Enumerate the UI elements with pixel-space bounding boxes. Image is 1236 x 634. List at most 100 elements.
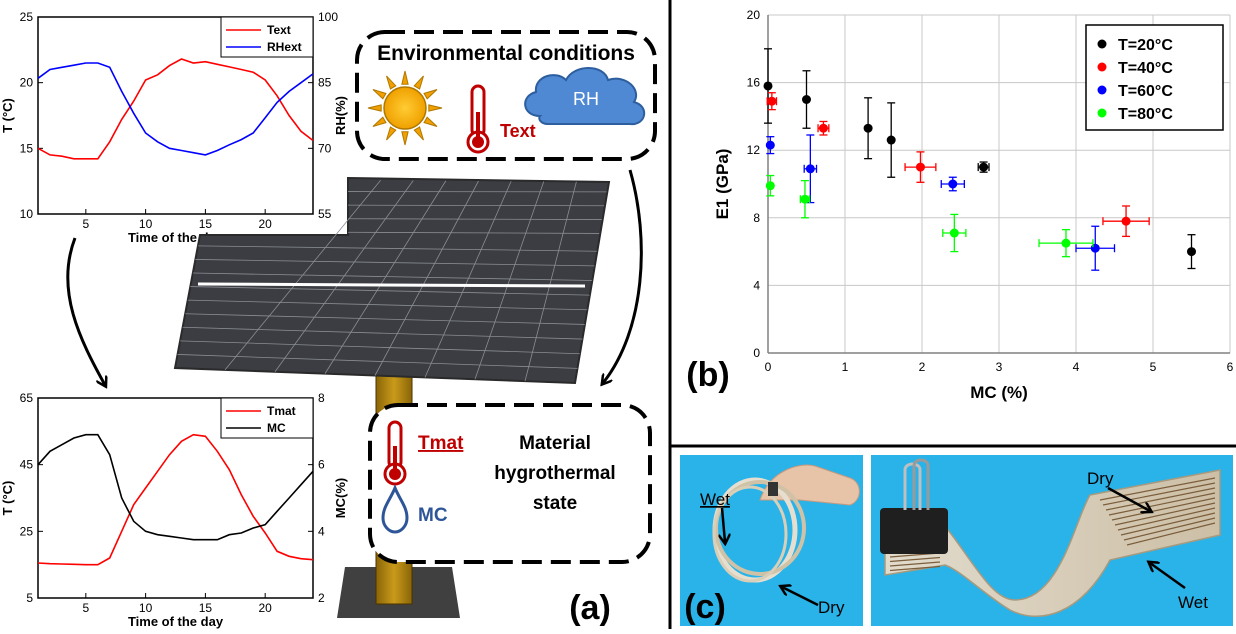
scatter-ytick-label: 12 (747, 143, 761, 157)
chart2-series-tmat (38, 435, 313, 565)
scatter-xtick-label: 6 (1227, 360, 1234, 374)
scatter-point (864, 124, 873, 133)
chart2-xtick-label: 5 (82, 601, 89, 615)
scatter-legend-label: T=80°C (1118, 106, 1173, 123)
chart1-xtick-label: 20 (258, 217, 272, 231)
chart2-ytick-label: 45 (20, 458, 34, 472)
scatter-point (800, 195, 809, 204)
chart1-ytick-label: 15 (20, 141, 34, 155)
thermometer-tmat-icon (385, 422, 405, 484)
scatter-xtick-label: 3 (996, 360, 1003, 374)
chart2-y2tick-label: 4 (318, 524, 325, 538)
scatter-point (1061, 239, 1070, 248)
chart2-y2tick-label: 8 (318, 391, 325, 405)
scatter-xtick-label: 0 (765, 360, 772, 374)
chart1-xtick-label: 5 (82, 217, 89, 231)
chart1-ytick-label: 25 (20, 10, 34, 24)
scatter-point (819, 124, 828, 133)
scatter-point (766, 181, 775, 190)
chart2-xlabel: Time of the day (128, 614, 224, 629)
scatter-point (802, 95, 811, 104)
material-line1: Material (519, 433, 591, 454)
photo1-dry-label: Dry (818, 598, 845, 617)
chart2-ytick-label: 5 (26, 591, 33, 605)
scatter-legend-marker (1098, 63, 1107, 72)
scatter-point (887, 136, 896, 145)
material-line2: hygrothermal (494, 463, 615, 484)
env-text-label: Text (500, 121, 536, 141)
scatter-ytick-label: 8 (753, 211, 760, 225)
arrow-left-curve (68, 238, 105, 385)
scatter-ytick-label: 16 (747, 76, 761, 90)
chart1-xtick-label: 10 (139, 217, 153, 231)
chart1-ytick-label: 20 (20, 76, 34, 90)
scatter-xtick-label: 5 (1150, 360, 1157, 374)
chart1-ylabel: T (°C) (0, 98, 15, 133)
scatter-xtick-label: 4 (1073, 360, 1080, 374)
scatter-point (1122, 217, 1131, 226)
scatter-xtick-label: 1 (842, 360, 849, 374)
panel-b-label: (b) (686, 356, 729, 394)
scatter-legend-marker (1098, 40, 1107, 49)
scatter-xtick-label: 2 (919, 360, 926, 374)
scatter-ytick-label: 4 (753, 278, 760, 292)
mc-label: MC (418, 505, 448, 526)
photo2-wet-label: Wet (1178, 593, 1208, 612)
chart1-legend-label: Text (267, 23, 291, 37)
chart2-y2label: MC(%) (333, 478, 348, 518)
scatter-point (767, 97, 776, 106)
chart1-y2tick-label: 100 (318, 10, 338, 24)
scatter-point (764, 81, 773, 90)
scatter-point (948, 180, 957, 189)
arrow-right-curve (603, 170, 641, 383)
panel-a-label: (a) (569, 589, 611, 627)
scatter-ylabel: E1 (GPa) (713, 149, 732, 220)
chart2-ytick-label: 25 (20, 524, 34, 538)
scatter-point (979, 163, 988, 172)
scatter-point (1091, 244, 1100, 253)
scatter-legend-marker (1098, 86, 1107, 95)
scatter-legend-label: T=20°C (1118, 37, 1173, 54)
scatter-ytick-label: 0 (753, 346, 760, 360)
solar-panel (175, 178, 609, 383)
chart2-series-mc (38, 435, 313, 540)
chart-tmat-mc: 5 10 15 20 5 25 45 65 2 4 6 8 Time of the day T (°C) M… (0, 391, 348, 629)
chart2-ylabel: T (°C) (0, 481, 15, 516)
scatter-point (766, 141, 775, 150)
chart2-legend-label: Tmat (267, 404, 296, 418)
scatter-legend-marker (1098, 109, 1107, 118)
chart1-y2label: RH(%) (333, 96, 348, 135)
cloud-rh-label: RH (573, 89, 599, 109)
chart2-y2tick-label: 2 (318, 591, 325, 605)
chart2-legend-label: MC (267, 421, 286, 435)
chart1-series-rhext (38, 63, 313, 155)
material-line3: state (533, 493, 577, 514)
chart2-xtick-label: 10 (139, 601, 153, 615)
scatter-legend-label: T=40°C (1118, 60, 1173, 77)
scatter-point (1187, 247, 1196, 256)
panel-c-label: (c) (684, 588, 726, 626)
scatter-legend-label: T=60°C (1118, 83, 1173, 100)
chart1-y2tick-label: 70 (318, 141, 332, 155)
scatter-point (806, 164, 815, 173)
thermometer-icon (468, 86, 488, 152)
chart1-y2tick-label: 85 (318, 76, 332, 90)
chart2-xtick-label: 20 (258, 601, 272, 615)
chart1-xtick-label: 15 (199, 217, 213, 231)
env-title: Environmental conditions (377, 42, 635, 65)
photo2-dry-label: Dry (1087, 469, 1114, 488)
chart2-xtick-label: 15 (199, 601, 213, 615)
scatter-point (950, 229, 959, 238)
tmat-label: Tmat (418, 433, 464, 454)
scatter-ytick-label: 20 (747, 8, 761, 22)
chart2-y2tick-label: 6 (318, 458, 325, 472)
scatter-xlabel: MC (%) (970, 383, 1028, 402)
scatter-point (916, 163, 925, 172)
chart1-ytick-label: 10 (20, 207, 34, 221)
chart2-ytick-label: 65 (20, 391, 34, 405)
chart1-y2tick-label: 55 (318, 207, 332, 221)
photo1-wet-label: Wet (700, 490, 730, 509)
